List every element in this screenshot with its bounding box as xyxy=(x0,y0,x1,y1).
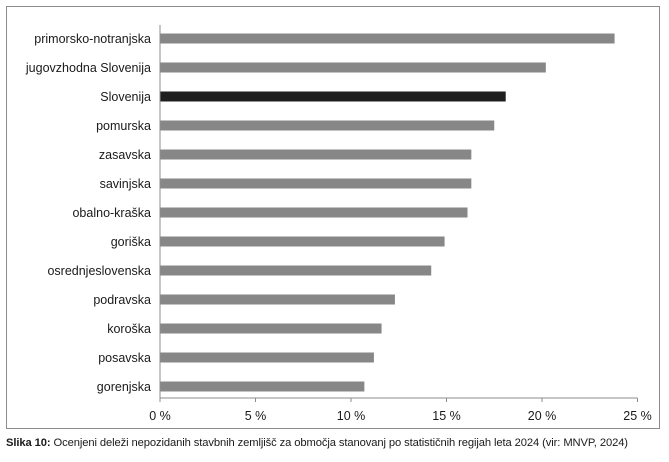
bar-3 xyxy=(160,91,506,102)
chart-frame: primorsko-notranjska jugovzhodna Slovenij… xyxy=(6,6,660,429)
category-label: pomurska xyxy=(96,119,151,133)
category-label: podravska xyxy=(93,293,151,307)
category-label: osrednjeslovenska xyxy=(47,264,151,278)
bar-2 xyxy=(160,62,546,73)
bar-9 xyxy=(160,265,432,276)
bar-8 xyxy=(160,236,445,247)
x-tick-label: 0 % xyxy=(149,409,171,423)
category-label: goriška xyxy=(111,235,151,249)
bar-11 xyxy=(160,323,382,334)
bar-13 xyxy=(160,381,365,392)
x-tick-label: 15 % xyxy=(432,409,461,423)
bar-5 xyxy=(160,149,472,160)
bar-4 xyxy=(160,120,495,131)
category-label: savinjska xyxy=(100,177,151,191)
x-tick-label: 20 % xyxy=(528,409,557,423)
category-label: zasavska xyxy=(99,148,151,162)
bar-10 xyxy=(160,294,395,305)
category-label: gorenjska xyxy=(97,380,151,394)
category-label: Slovenija xyxy=(100,90,151,104)
bar-chart: primorsko-notranjska jugovzhodna Slovenij… xyxy=(25,25,652,423)
bar-7 xyxy=(160,207,468,218)
figure-caption: Slika 10: Ocenjeni deleži nepozidanih st… xyxy=(6,437,628,449)
x-tick-label: 5 % xyxy=(245,409,267,423)
bar-12 xyxy=(160,352,374,363)
bar-6 xyxy=(160,178,472,189)
category-label: obalno-kraška xyxy=(72,206,151,220)
category-label: posavska xyxy=(98,351,151,365)
category-label: primorsko-notranjska xyxy=(34,32,151,46)
bar-1 xyxy=(160,33,615,44)
caption-label: Slika 10: xyxy=(6,437,51,449)
x-tick-label: 25 % xyxy=(623,409,652,423)
x-tick-label: 10 % xyxy=(337,409,366,423)
caption-text: Ocenjeni deleži nepozidanih stavbnih zem… xyxy=(50,437,629,449)
category-label: jugovzhodna Slovenija xyxy=(25,61,151,75)
category-label: koroška xyxy=(107,322,151,336)
